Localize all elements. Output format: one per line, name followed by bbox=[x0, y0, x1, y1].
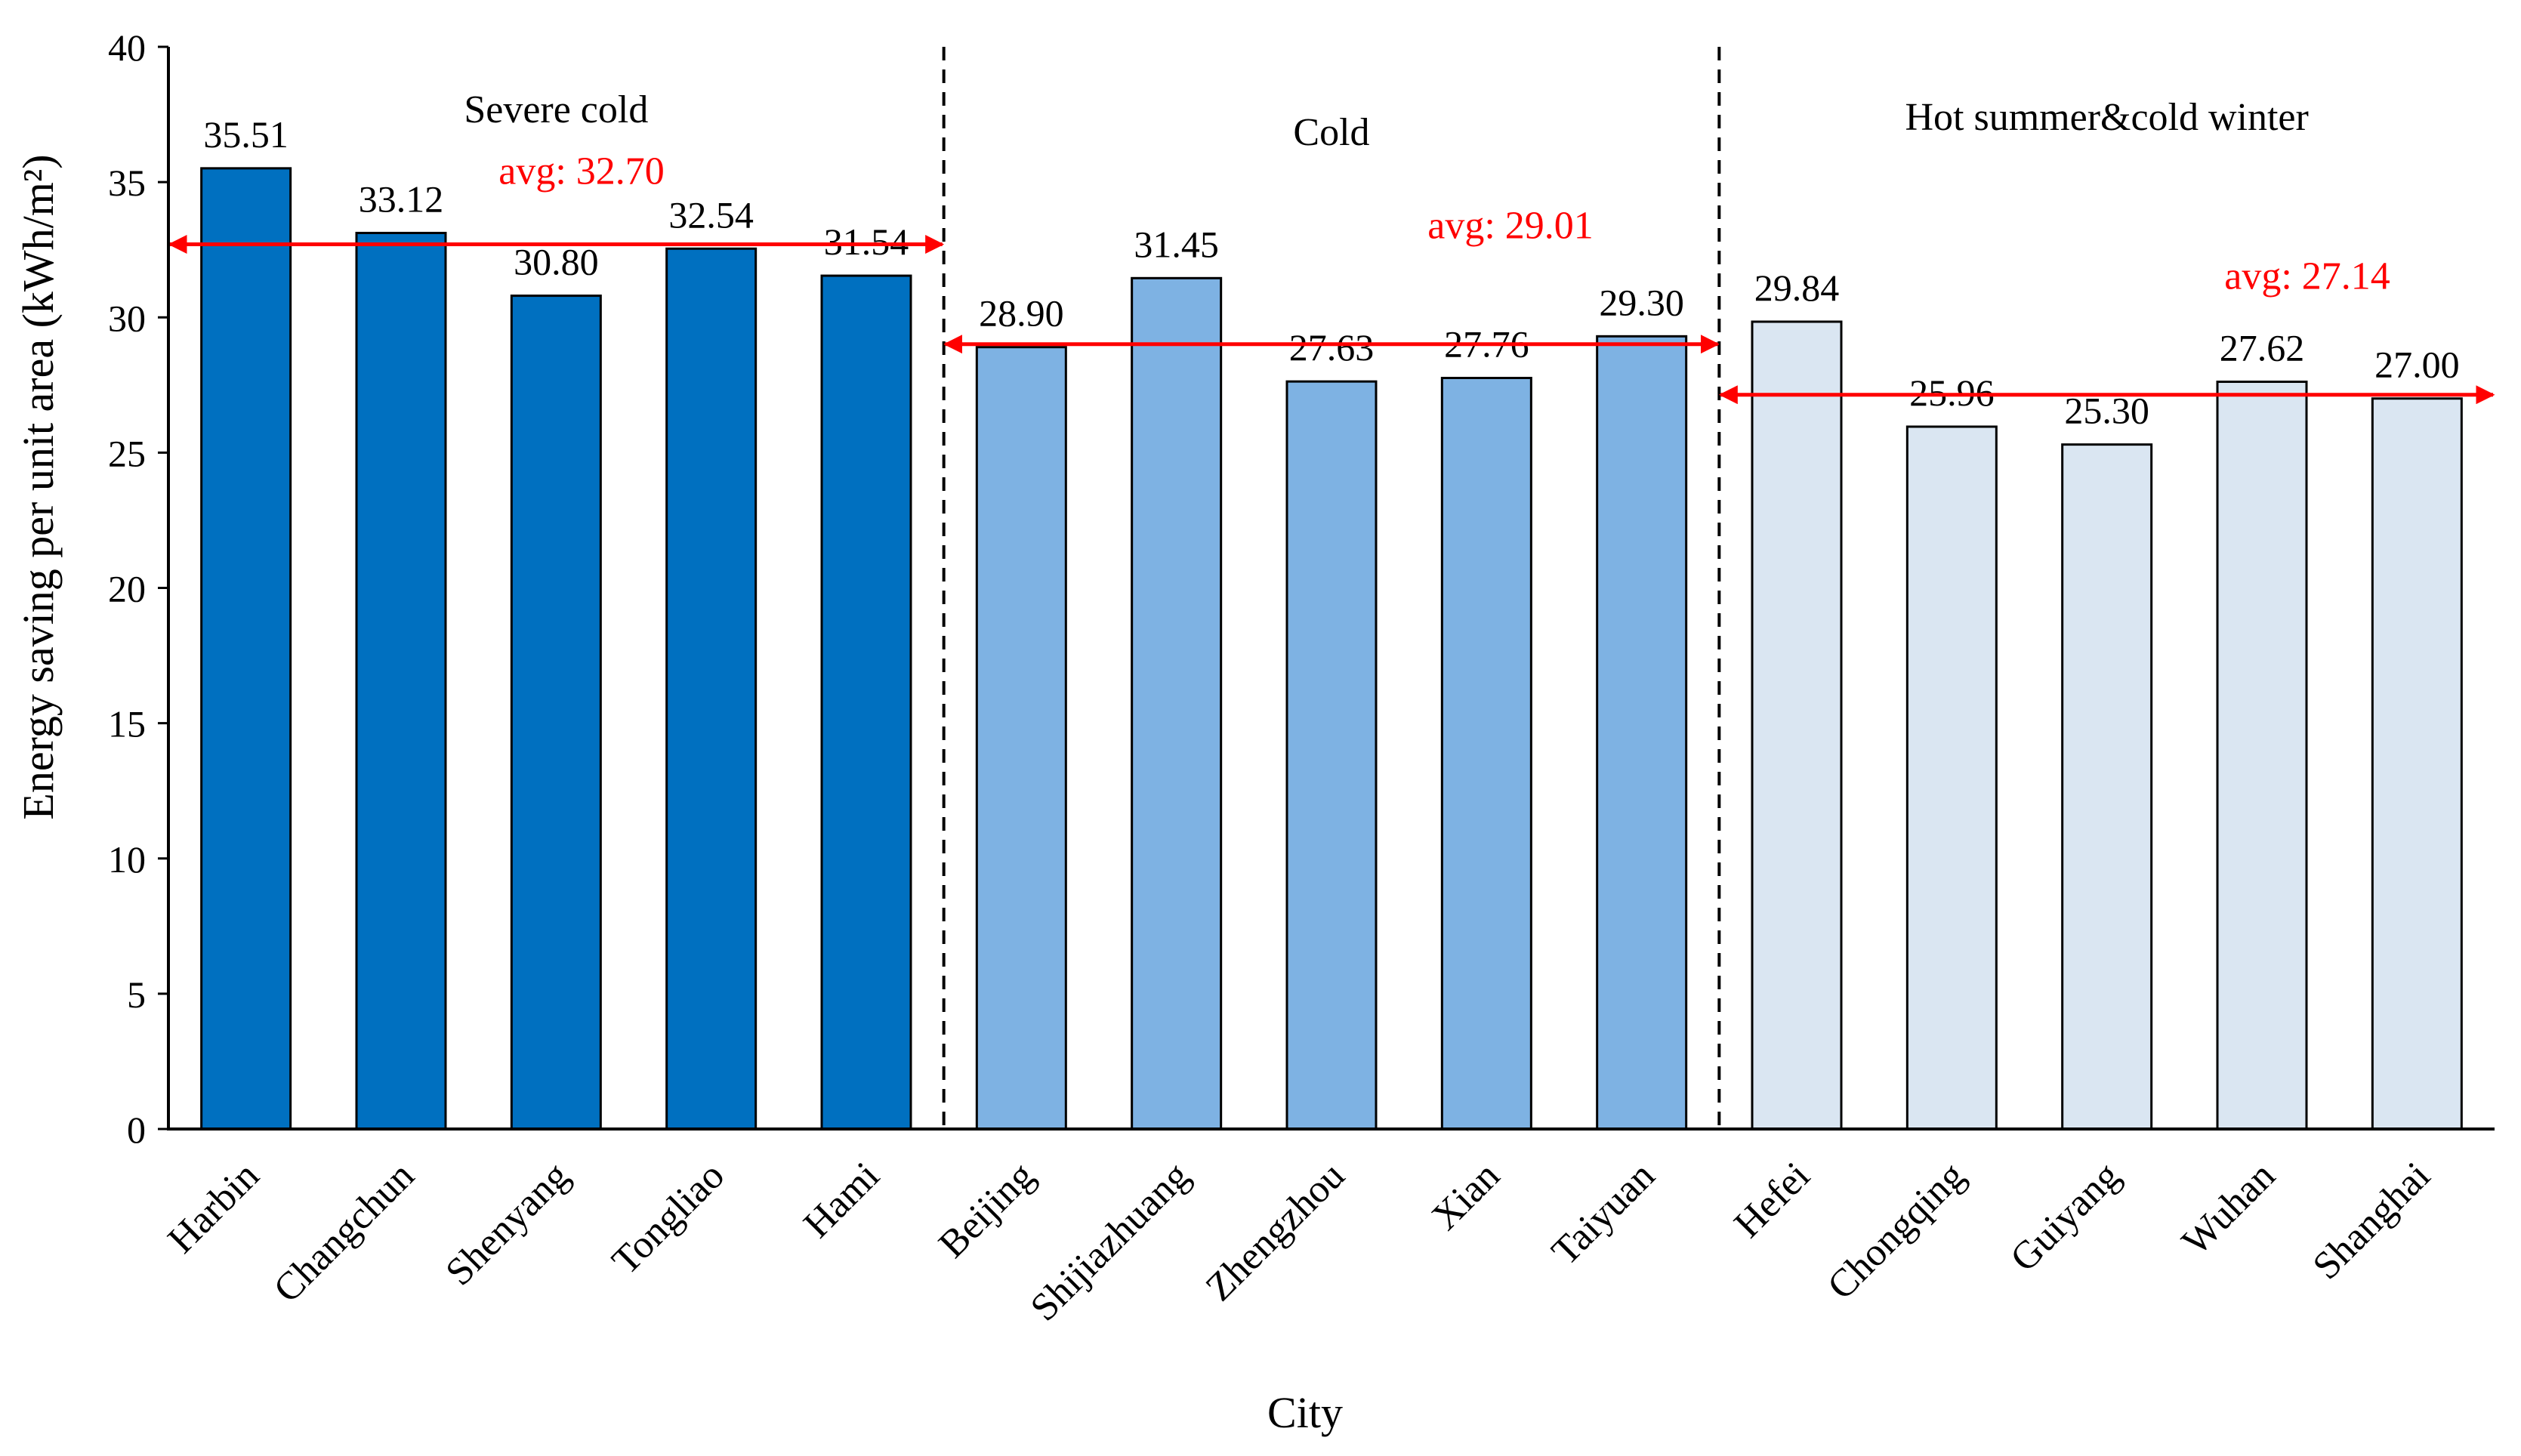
avg-value: 27.14 bbox=[2302, 255, 2390, 298]
value-label: 32.54 bbox=[668, 193, 754, 236]
avg-prefix: avg: bbox=[2224, 255, 2302, 298]
bar-shenyang bbox=[510, 295, 602, 1131]
x-tick-label: Changchun bbox=[266, 1154, 423, 1311]
value-label: 27.62 bbox=[2220, 327, 2305, 369]
y-axis-ticks: 0 5 10 15 20 25 30 35 40 bbox=[108, 26, 168, 1151]
bar-zhengzhou bbox=[1285, 380, 1378, 1131]
x-tick-label: Wuhan bbox=[2174, 1154, 2283, 1263]
group-label: Hot summer&cold winter bbox=[1905, 96, 2308, 139]
value-label: 29.84 bbox=[1754, 267, 1840, 309]
y-tick-label: 15 bbox=[108, 703, 146, 745]
group-labels: Severe cold Cold Hot summer&cold winter bbox=[464, 88, 2309, 154]
x-axis-title: City bbox=[1267, 1388, 1343, 1437]
value-labels: 35.51 33.12 30.80 32.54 31.54 28.90 31.45 27.63… bbox=[203, 113, 2459, 432]
x-tick-label: Hami bbox=[795, 1154, 887, 1246]
value-label: 35.51 bbox=[203, 113, 289, 156]
x-tick-label: Chongqing bbox=[1819, 1154, 1973, 1308]
value-label: 28.90 bbox=[979, 292, 1064, 335]
y-tick-label: 20 bbox=[108, 568, 146, 610]
value-label: 25.96 bbox=[1909, 372, 1995, 414]
y-tick-label: 10 bbox=[108, 838, 146, 881]
avg-value: 29.01 bbox=[1505, 205, 1594, 248]
value-label: 29.30 bbox=[1599, 281, 1684, 323]
y-tick-label: 40 bbox=[108, 26, 146, 69]
x-tick-label: Shijiazhuang bbox=[1023, 1154, 1198, 1329]
value-label: 31.54 bbox=[824, 221, 909, 263]
x-tick-label: Xian bbox=[1424, 1154, 1508, 1239]
bar-guiyang bbox=[2061, 443, 2153, 1131]
y-tick-label: 25 bbox=[108, 432, 146, 474]
avg-label: avg: 29.01 bbox=[1427, 205, 1594, 248]
avg-value: 32.70 bbox=[576, 150, 665, 193]
bar-changchun bbox=[355, 231, 447, 1131]
avg-label: avg: 27.14 bbox=[2224, 255, 2390, 298]
value-label: 33.12 bbox=[359, 177, 444, 220]
value-label: 30.80 bbox=[514, 241, 599, 283]
avg-label: avg: 32.70 bbox=[498, 150, 665, 193]
bar-shanghai bbox=[2371, 397, 2463, 1131]
value-label: 31.45 bbox=[1134, 223, 1219, 265]
x-tick-label: Shanghai bbox=[2305, 1154, 2439, 1288]
y-tick-label: 30 bbox=[108, 297, 146, 339]
value-label: 27.00 bbox=[2374, 344, 2460, 386]
average-lines bbox=[168, 235, 2495, 405]
x-tick-label: Harbin bbox=[160, 1154, 267, 1261]
bars bbox=[200, 167, 2463, 1131]
bar-chongqing bbox=[1905, 425, 1998, 1131]
x-tick-label: Shenyang bbox=[437, 1154, 577, 1294]
bar-shijiazhuang bbox=[1131, 276, 1223, 1131]
bar-beijing bbox=[975, 346, 1067, 1131]
group-label: Severe cold bbox=[464, 88, 648, 131]
bar-hefei bbox=[1751, 320, 1843, 1131]
group-label: Cold bbox=[1293, 111, 1369, 154]
x-tick-label: Guiyang bbox=[2002, 1154, 2128, 1280]
bar-hami bbox=[820, 274, 912, 1131]
x-tick-label: Taiyuan bbox=[1544, 1154, 1663, 1273]
bar-taiyuan bbox=[1596, 335, 1688, 1131]
bar-wuhan bbox=[2216, 381, 2308, 1131]
y-axis-title: Energy saving per unit area (kWh/m²) bbox=[14, 154, 63, 819]
bar-xian bbox=[1440, 376, 1532, 1131]
x-tick-label: Tongliao bbox=[604, 1154, 733, 1282]
bar-harbin bbox=[200, 167, 292, 1131]
y-tick-label: 5 bbox=[127, 973, 146, 1016]
y-tick-label: 35 bbox=[108, 162, 146, 204]
x-tick-label: Hefei bbox=[1726, 1154, 1819, 1246]
x-tick-label: Beijing bbox=[930, 1154, 1043, 1266]
avg-prefix: avg: bbox=[1427, 205, 1505, 248]
y-tick-label: 0 bbox=[127, 1109, 146, 1151]
avg-prefix: avg: bbox=[498, 150, 576, 193]
x-tick-label: Zhengzhou bbox=[1198, 1154, 1353, 1309]
bar-tongliao bbox=[665, 247, 758, 1131]
value-label: 27.63 bbox=[1289, 326, 1375, 369]
